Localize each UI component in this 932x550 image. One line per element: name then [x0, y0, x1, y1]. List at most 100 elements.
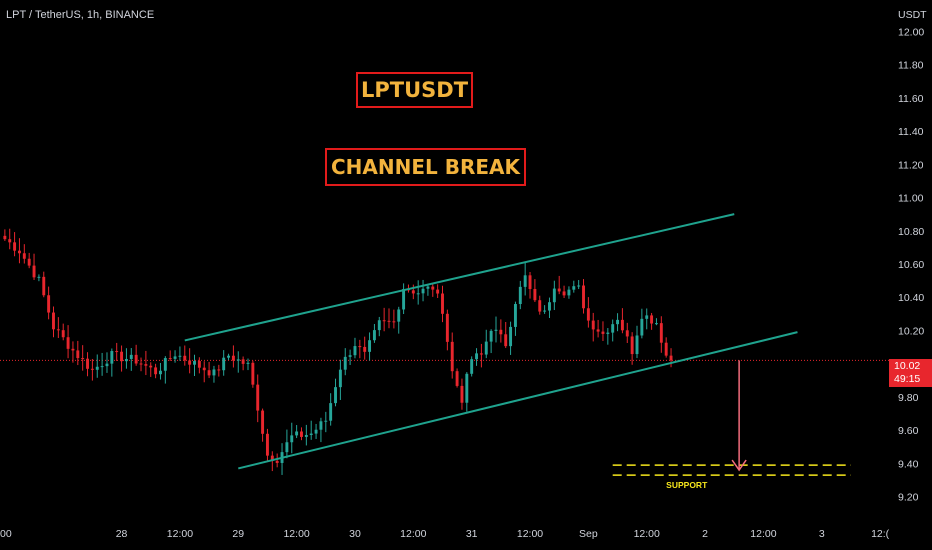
candle-body [110, 351, 114, 364]
candle-body [523, 275, 527, 287]
candle-body [557, 288, 561, 292]
candle-body [411, 290, 415, 294]
candle-body [625, 330, 629, 337]
candle-body [275, 460, 279, 463]
candle-body [144, 364, 148, 366]
y-tick-label: 10.80 [898, 226, 924, 238]
y-tick-label: 9.60 [898, 425, 919, 437]
candle-body [3, 235, 7, 240]
pattern-label-box[interactable]: CHANNEL BREAK [325, 148, 527, 186]
candle-body [163, 358, 167, 371]
candle-body [290, 435, 294, 443]
candle-body [601, 331, 605, 334]
x-tick-label: Sep [579, 528, 598, 540]
candle-body [572, 286, 576, 290]
candle-body [154, 367, 158, 375]
candle-body [324, 420, 328, 422]
candle-body [470, 359, 474, 374]
x-tick-label: 28 [116, 528, 128, 540]
candle-body [358, 346, 362, 348]
candle-body [231, 355, 235, 361]
x-tick-label: 29 [232, 528, 244, 540]
candle-body [300, 431, 303, 437]
y-tick-label: 11.20 [898, 159, 924, 171]
candle-body [431, 286, 435, 290]
candle-body [52, 312, 55, 330]
candle-body [397, 309, 401, 322]
candle-body [416, 293, 420, 295]
y-tick-label: 12.00 [898, 26, 924, 38]
candle-body [90, 368, 94, 370]
candle-body [460, 385, 464, 403]
y-tick-label: 10.60 [898, 259, 924, 271]
candle-body [392, 321, 396, 323]
candle-body [533, 289, 537, 301]
bar-countdown: 49:15 [894, 373, 921, 385]
candle-body [518, 286, 522, 305]
candle-body [246, 362, 250, 364]
candle-body [606, 332, 610, 334]
symbol-title: LPT / TetherUS, 1h, BINANCE [6, 9, 155, 21]
channel-upper-line[interactable] [184, 213, 735, 342]
candle-body [402, 289, 406, 310]
candle-body [484, 341, 488, 355]
y-tick-label: 10.20 [898, 325, 924, 337]
candle-body [100, 366, 104, 368]
y-tick-label: 10.40 [898, 292, 924, 304]
candle-body [61, 330, 65, 338]
ticker-label-box[interactable]: LPTUSDT [356, 72, 474, 108]
candle-body [664, 342, 668, 356]
y-tick-label: 11.60 [898, 93, 924, 105]
price-axis[interactable]: 12.00 11.80 11.60 11.40 11.20 11.00 10.80 10.60… [898, 26, 924, 503]
x-tick-label: 12:00 [517, 528, 543, 540]
candle-body [285, 442, 289, 453]
last-price-tag: 10.02 49:15 [889, 359, 932, 387]
y-tick-label: 9.40 [898, 458, 919, 470]
candle-body [8, 239, 12, 243]
candle-body [368, 340, 372, 352]
break-arrow-icon[interactable] [731, 360, 747, 472]
candle-body [188, 360, 192, 365]
candle-body [159, 370, 162, 375]
candle-body [81, 358, 85, 360]
candle-body [372, 330, 376, 341]
candle-body [543, 310, 547, 312]
candle-body [207, 370, 211, 376]
candle-body [338, 369, 342, 388]
candle-body [71, 348, 75, 351]
y-tick-label: 9.20 [898, 492, 919, 504]
candle-body [168, 358, 172, 360]
candle-body [217, 369, 221, 371]
x-tick-label: 2 [702, 528, 708, 540]
x-tick-label: 12:00 [167, 528, 193, 540]
candle-body [251, 362, 255, 385]
y-tick-label: 11.40 [898, 126, 924, 138]
candle-body [611, 324, 615, 333]
x-tick-label: 30 [349, 528, 361, 540]
candle-body [304, 434, 308, 437]
candle-body [654, 323, 658, 325]
channel-lower-line[interactable] [238, 331, 798, 470]
x-tick-label: 00 [0, 528, 12, 540]
candle-body [13, 242, 17, 251]
candle-body [47, 295, 51, 313]
candle-body [202, 367, 206, 371]
candle-body [426, 286, 430, 289]
candle-body [149, 365, 153, 368]
candle-body [421, 288, 425, 294]
candle-body [620, 319, 624, 331]
candle-body [173, 356, 177, 359]
time-axis[interactable]: 00 28 12:00 29 12:00 30 12:00 31 12:00 Sep 12:00 2 1… [0, 528, 890, 540]
candle-body [635, 335, 639, 355]
candle-body [494, 329, 498, 331]
last-price-value: 10.02 [894, 360, 921, 372]
candle-body [504, 334, 508, 347]
candle-body [499, 329, 503, 335]
candle-body [329, 403, 333, 421]
candle-body [129, 354, 133, 359]
candle-body [479, 353, 483, 355]
candle-body [445, 313, 449, 342]
candle-body [105, 363, 109, 367]
candle-body [645, 315, 649, 319]
